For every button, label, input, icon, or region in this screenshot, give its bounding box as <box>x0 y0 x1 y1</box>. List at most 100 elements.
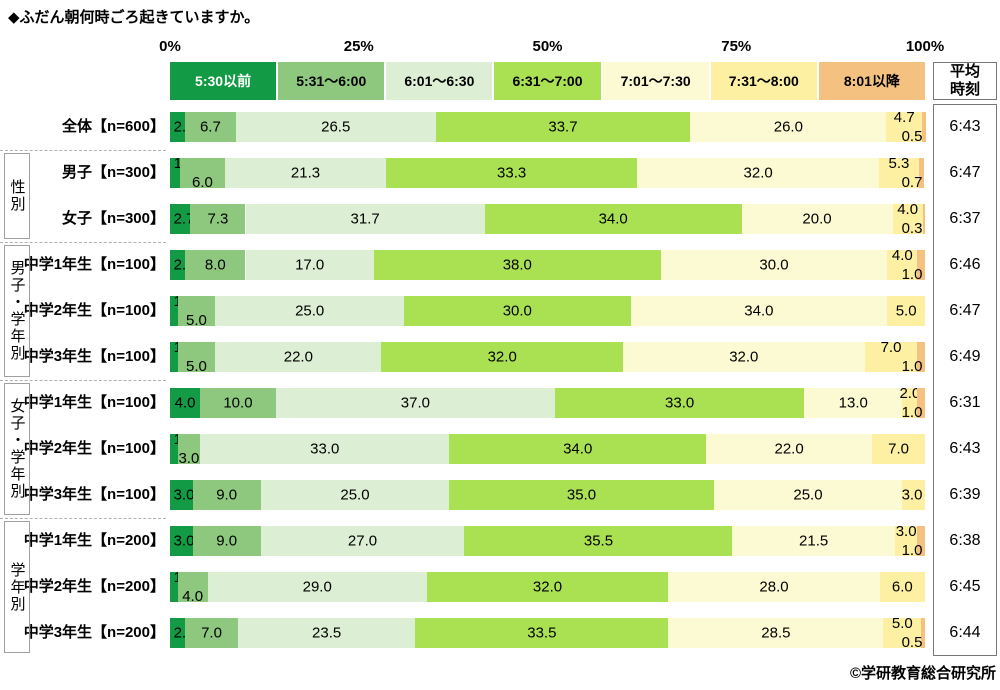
bar-segment <box>170 526 193 556</box>
bar-value: 38.0 <box>502 256 532 274</box>
bar-value: 26.0 <box>773 118 803 136</box>
avg-time: 6:47 <box>949 302 981 319</box>
bar-segment <box>449 434 707 464</box>
bar-value: 3.0 <box>178 450 200 467</box>
bar-segment <box>690 112 887 142</box>
row-label: 中学3年生【n=100】 <box>23 486 165 503</box>
bar-segment <box>706 434 873 464</box>
bar-segment <box>245 250 374 280</box>
avg-time: 6:37 <box>949 210 981 227</box>
row-label: 中学1年生【n=100】 <box>23 394 165 411</box>
bar-value: 1.0 <box>901 358 923 375</box>
bar-segment <box>555 388 805 418</box>
bar-value: 3.0 <box>901 486 923 504</box>
bar-value: 7.0 <box>888 440 909 458</box>
bar-value: 5.0 <box>895 302 917 320</box>
bar-segment <box>435 112 691 142</box>
bar-value: 3.0 <box>173 486 195 504</box>
group-separator <box>0 518 166 519</box>
avg-column-box <box>933 104 997 656</box>
bar-segment <box>449 480 714 510</box>
bar-segment <box>902 388 918 418</box>
bar-value: 4.0 <box>182 588 204 605</box>
bar-segment <box>864 342 918 372</box>
bar-row: 4.0 10.0 37.0 33.0 13.0 2.0 1.0 <box>170 385 925 421</box>
bar-segment <box>373 250 661 280</box>
row-label: 男子【n=300】 <box>62 164 165 181</box>
bar-segment <box>922 204 925 234</box>
bar-segment <box>177 296 216 326</box>
bar-value: 26.5 <box>321 118 351 136</box>
bar-value: 33.0 <box>310 440 340 458</box>
bar-value: 8.0 <box>204 256 226 274</box>
bar-value: 5.0 <box>891 615 913 632</box>
avg-time: 6:49 <box>949 348 981 365</box>
bar-segment <box>804 388 903 418</box>
bar-value: 10.0 <box>223 394 253 412</box>
bar-segment <box>192 526 261 556</box>
bar-value: 34.0 <box>563 440 593 458</box>
row-label: 中学3年生【n=100】 <box>23 348 165 365</box>
bar-value: 25.0 <box>793 486 823 504</box>
bar-segment <box>200 388 276 418</box>
bar-segment <box>887 250 918 280</box>
bar-segment <box>918 158 925 188</box>
legend-row: 5:30以前 5:31〜6:00 6:01〜6:30 6:31〜7:00 7:01〜7:… <box>170 62 925 100</box>
axis-tick-75: 75% <box>721 38 752 55</box>
bar-segment <box>415 618 669 648</box>
bar-value: 1.0 <box>901 266 923 283</box>
avg-column-header: 平均時刻 <box>933 62 997 100</box>
legend-item-4: 7:01〜7:30 <box>602 62 709 100</box>
bar-segment <box>426 572 669 602</box>
bar-value: 5.0 <box>185 358 207 375</box>
rows: 全体【n=600】 2.0 6.7 26.5 33.7 26.0 4.7 0.5 6:43 男子【… <box>0 104 1000 656</box>
row-label: 全体【n=600】 <box>62 118 165 135</box>
bar-row: 2.7 7.3 31.7 34.0 20.0 4.0 0.3 <box>170 201 925 237</box>
bar-segment <box>878 158 919 188</box>
row-label: 中学1年生【n=200】 <box>23 532 165 549</box>
chart-title: ◆ふだん朝何時ごろ起きていますか。 <box>8 9 260 26</box>
bar-row: 1.36.021.333.332.05.30.7 <box>170 155 925 191</box>
legend-item-3: 6:31〜7:00 <box>494 62 601 100</box>
bar-segment <box>192 480 261 510</box>
bar-segment <box>917 388 925 418</box>
bar-segment <box>170 572 178 602</box>
bar-segment <box>215 296 405 326</box>
bar-value: 6.7 <box>199 118 221 136</box>
bar-value: 33.7 <box>548 118 578 136</box>
bar-row: 2.0 6.7 26.5 33.7 26.0 4.7 0.5 <box>170 109 926 145</box>
legend-item-5: 7:31〜8:00 <box>710 62 817 100</box>
bar-segment <box>275 388 556 418</box>
bar-segment <box>872 434 925 464</box>
row-label: 中学3年生【n=200】 <box>23 624 165 641</box>
bar-value: 17.0 <box>295 256 325 274</box>
bar-value: 37.0 <box>400 394 430 412</box>
bar-segment <box>668 618 884 648</box>
bar-segment <box>170 204 191 234</box>
bar-value: 9.0 <box>216 486 238 504</box>
bar-segment <box>177 434 201 464</box>
bar-value: 25.0 <box>340 486 370 504</box>
bar-segment <box>902 480 925 510</box>
bar-segment <box>917 250 925 280</box>
bar-segment <box>883 618 922 648</box>
bar-segment <box>225 158 386 188</box>
bar-segment <box>177 572 208 602</box>
group-label: 学年別 <box>4 521 30 653</box>
bar-value: 7.3 <box>207 210 229 228</box>
bar-value: 30.0 <box>759 256 789 274</box>
bar-value: 13.0 <box>838 394 868 412</box>
bar-value: 6.0 <box>891 578 913 596</box>
bar-value: 21.5 <box>799 532 829 550</box>
axis-tick-100: 100% <box>905 38 945 55</box>
bar-value: 6.0 <box>192 174 213 191</box>
bar-value: 4.0 <box>174 394 196 412</box>
bar-segment <box>894 526 918 556</box>
bar-value: 34.0 <box>598 210 628 228</box>
bar-row: 1.05.022.032.032.07.01.0 <box>170 339 925 375</box>
legend-item-6: 8:01以降 <box>818 62 925 100</box>
avg-time: 6:46 <box>949 256 981 273</box>
bar-segment <box>623 342 865 372</box>
row-label: 女子【n=300】 <box>62 210 165 227</box>
